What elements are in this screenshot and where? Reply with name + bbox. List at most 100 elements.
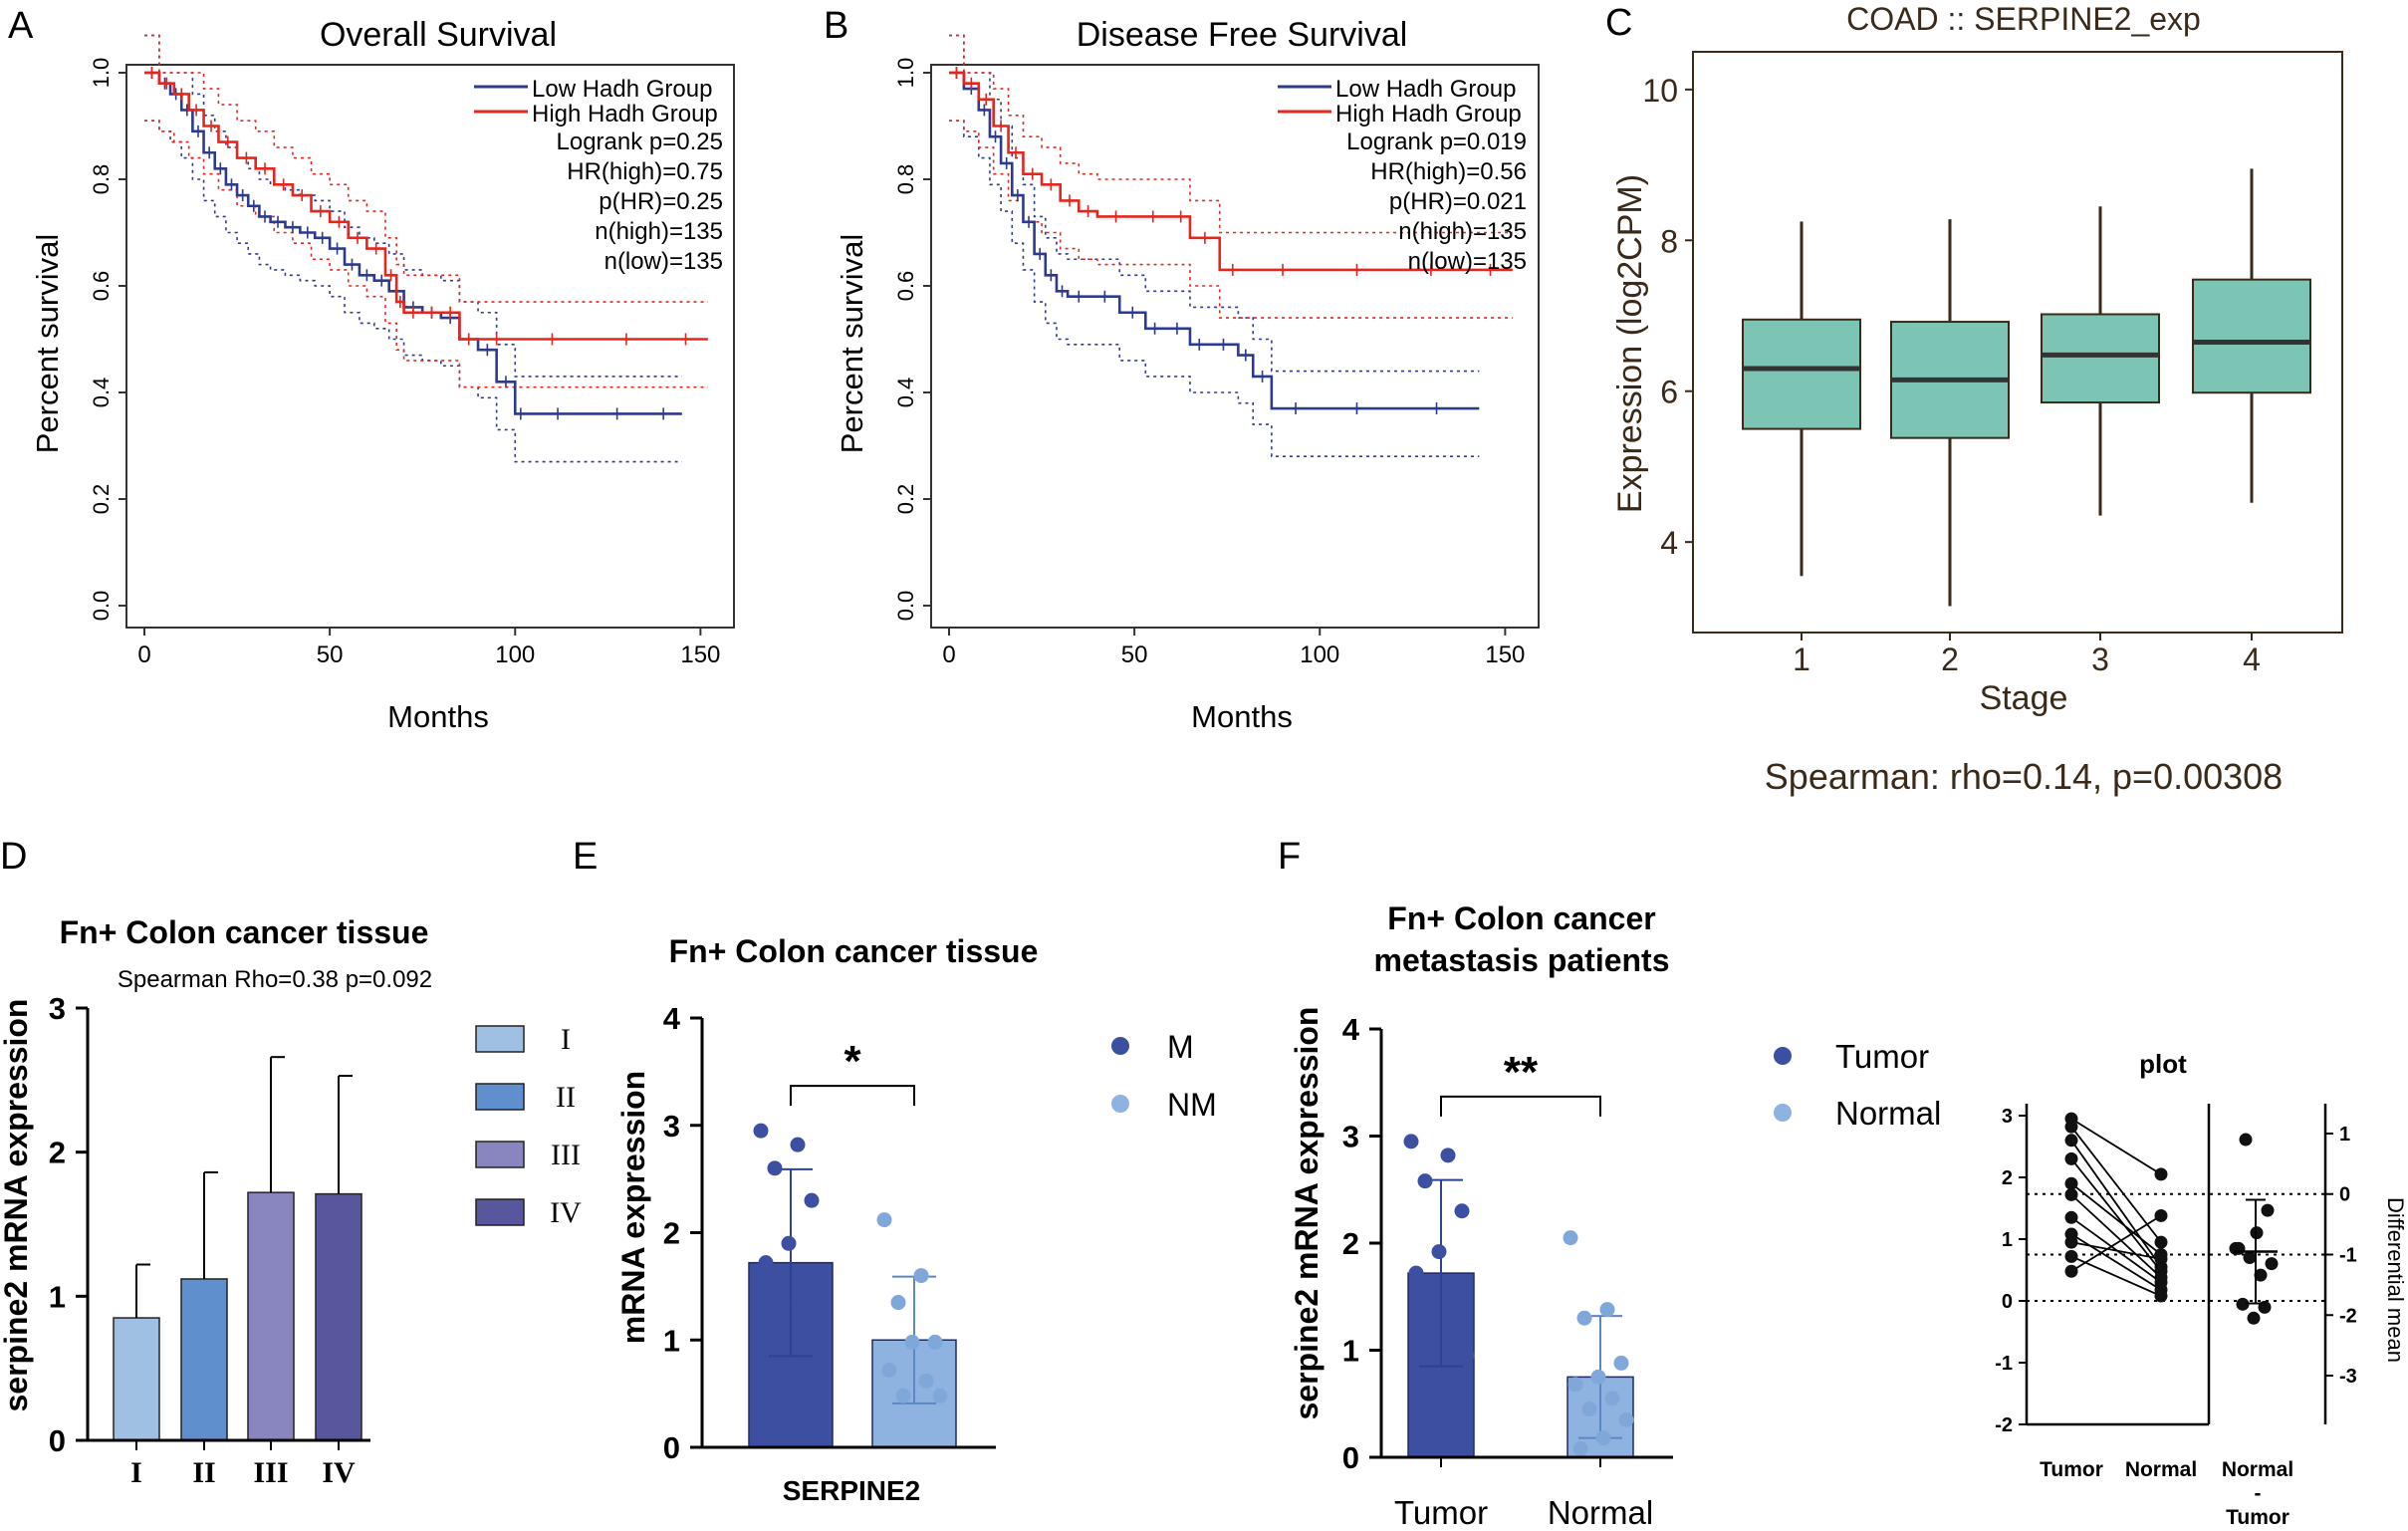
inset-y2-tick-label: 0 xyxy=(2339,1184,2350,1206)
y-tick-label-a: 0.4 xyxy=(89,378,114,408)
confidence-bands-b xyxy=(949,34,1513,457)
paired-plot-f: -2 -1 0 1 2 3 -3 -2 -1 0 1 xyxy=(1995,1104,2357,1436)
data-point-e xyxy=(790,1137,806,1152)
bars-e: * xyxy=(748,1037,957,1448)
tumor-point xyxy=(2064,1120,2078,1134)
y-tick-label-e: 1 xyxy=(663,1323,680,1358)
y-tick-label-b: 0.8 xyxy=(893,164,918,195)
stat-logrank-b: Logrank p=0.019 xyxy=(1346,128,1527,155)
y-tick-label-a: 0.0 xyxy=(89,591,114,622)
y-axis-a: 0.0 0.2 0.4 0.6 0.8 1.0 xyxy=(89,58,126,622)
pair-line xyxy=(2070,1214,2162,1273)
stat-phr-b: p(HR)=0.021 xyxy=(1389,188,1527,215)
inset-y-tick-label: 2 xyxy=(2002,1167,2013,1189)
panel-e: E Fn+ Colon cancer tissue * 0 1 2 3 4 mRNA e… xyxy=(573,836,1217,1506)
data-point-e xyxy=(932,1388,948,1403)
inset-y2-tick-label: -2 xyxy=(2339,1305,2357,1327)
panel-d: D Fn+ Colon cancer tissue Spearman Rho=0… xyxy=(0,836,582,1489)
difference-point xyxy=(2236,1297,2250,1311)
panel-label-e: E xyxy=(573,836,598,878)
x-axis-label-b: Months xyxy=(1191,699,1293,734)
chart-title-c: COAD :: SERPINE2_exp xyxy=(1846,1,2201,37)
chart-subtitle-d: Spearman Rho=0.38 p=0.092 xyxy=(118,966,432,993)
pair-line xyxy=(2070,1182,2162,1256)
data-point-f xyxy=(1599,1302,1615,1318)
x-axis-label-c: Stage xyxy=(1980,679,2068,717)
chart-title-f-line2: metastasis patients xyxy=(1373,942,1669,978)
data-point-f xyxy=(1413,1398,1429,1413)
data-point-e xyxy=(918,1373,934,1389)
legend-label-d: III xyxy=(551,1139,581,1171)
y-tick-label-a: 0.2 xyxy=(89,484,114,515)
data-point-f xyxy=(1454,1203,1470,1219)
panel-label-f: F xyxy=(1278,836,1301,878)
pair-line xyxy=(2070,1233,2162,1291)
x-axis-a: 0 50 100 150 xyxy=(137,628,720,668)
x-tick-label-d: II xyxy=(192,1456,215,1489)
chart-title-e: Fn+ Colon cancer tissue xyxy=(669,933,1039,969)
y-tick-label-f: 4 xyxy=(1342,1012,1360,1047)
x-tick-label-c: 4 xyxy=(2243,641,2261,677)
data-point-f xyxy=(1595,1430,1611,1446)
y-axis-label-d: serpine2 mRNA expression xyxy=(0,999,34,1412)
data-point-e xyxy=(913,1268,929,1284)
pair-line xyxy=(2070,1126,2162,1243)
plot-frame-a xyxy=(125,64,735,629)
y-tick-label-d: 2 xyxy=(49,1136,66,1170)
inset-y2-tick-label: -1 xyxy=(2339,1245,2357,1267)
legend-e: M NM xyxy=(1111,1029,1217,1123)
x-label-normal-minus-line2: - xyxy=(2255,1482,2262,1505)
pair-line xyxy=(2070,1118,2162,1175)
y-tick-label-e: 4 xyxy=(663,1001,681,1036)
data-point-e xyxy=(895,1388,911,1403)
data-point-f xyxy=(1459,1348,1475,1364)
stat-nhigh-b: n(high)=135 xyxy=(1398,218,1527,245)
x-tick-label-f: Normal xyxy=(1548,1494,1653,1531)
legend-label-low-b: Low Hadh Group xyxy=(1335,76,1516,103)
bars-d xyxy=(113,1056,362,1441)
legend-label-low-a: Low Hadh Group xyxy=(532,76,712,103)
y-axis-c: 4 6 8 10 xyxy=(1642,73,1693,561)
data-point-f xyxy=(1417,1173,1433,1189)
data-point-f xyxy=(1572,1440,1588,1456)
stats-b: Logrank p=0.019 HR(high)=0.56 p(HR)=0.02… xyxy=(1346,128,1527,275)
data-point-f xyxy=(1563,1230,1578,1246)
x-axis-c: 1 2 3 4 xyxy=(1793,633,2261,677)
legend-label-nm: NM xyxy=(1167,1087,1217,1123)
stat-nlow-a: n(low)=135 xyxy=(604,248,723,275)
panel-label-d: D xyxy=(0,836,27,878)
normal-point xyxy=(2154,1289,2168,1303)
box-plots-c xyxy=(1742,168,2311,607)
y2-axis-label-f-inset: Differential mean xyxy=(2383,1197,2408,1363)
y-axis-label-c: Expression (log2CPM) xyxy=(1611,174,1649,513)
inset-y2-tick-label: -3 xyxy=(2339,1366,2357,1388)
ci-upper-high-b xyxy=(949,34,1513,234)
plot-frame-b xyxy=(930,64,1540,629)
stat-nlow-b: n(low)=135 xyxy=(1408,248,1527,275)
box-stage-1 xyxy=(1742,318,1861,430)
pair-line xyxy=(2070,1157,2162,1272)
significance-bracket-e xyxy=(790,1085,915,1107)
x-tick-label-d: IV xyxy=(322,1456,356,1489)
legend-dot-m xyxy=(1111,1037,1129,1055)
y-tick-label-c: 10 xyxy=(1642,73,1678,109)
chart-title-f-inset: plot xyxy=(2139,1049,2187,1079)
data-point-f xyxy=(1576,1310,1592,1326)
inset-y-tick-label: -2 xyxy=(1995,1414,2013,1436)
survival-line-low-b xyxy=(949,71,1480,410)
legend-swatch-d xyxy=(475,1025,525,1053)
data-point-f xyxy=(1403,1134,1419,1149)
y-tick-label-c: 4 xyxy=(1660,525,1678,561)
y-tick-label-f: 2 xyxy=(1342,1226,1359,1261)
inset-y-tick-label: -1 xyxy=(1995,1353,2013,1375)
data-point-f xyxy=(1445,1305,1461,1321)
legend-label-d: I xyxy=(561,1023,571,1056)
x-tick-label-b: 100 xyxy=(1300,641,1339,668)
x-axis-b: 0 50 100 150 xyxy=(942,628,1525,668)
y-tick-label-d: 0 xyxy=(49,1423,66,1458)
significance-marker-f: ** xyxy=(1504,1048,1539,1097)
legend-swatch-d xyxy=(475,1198,525,1226)
